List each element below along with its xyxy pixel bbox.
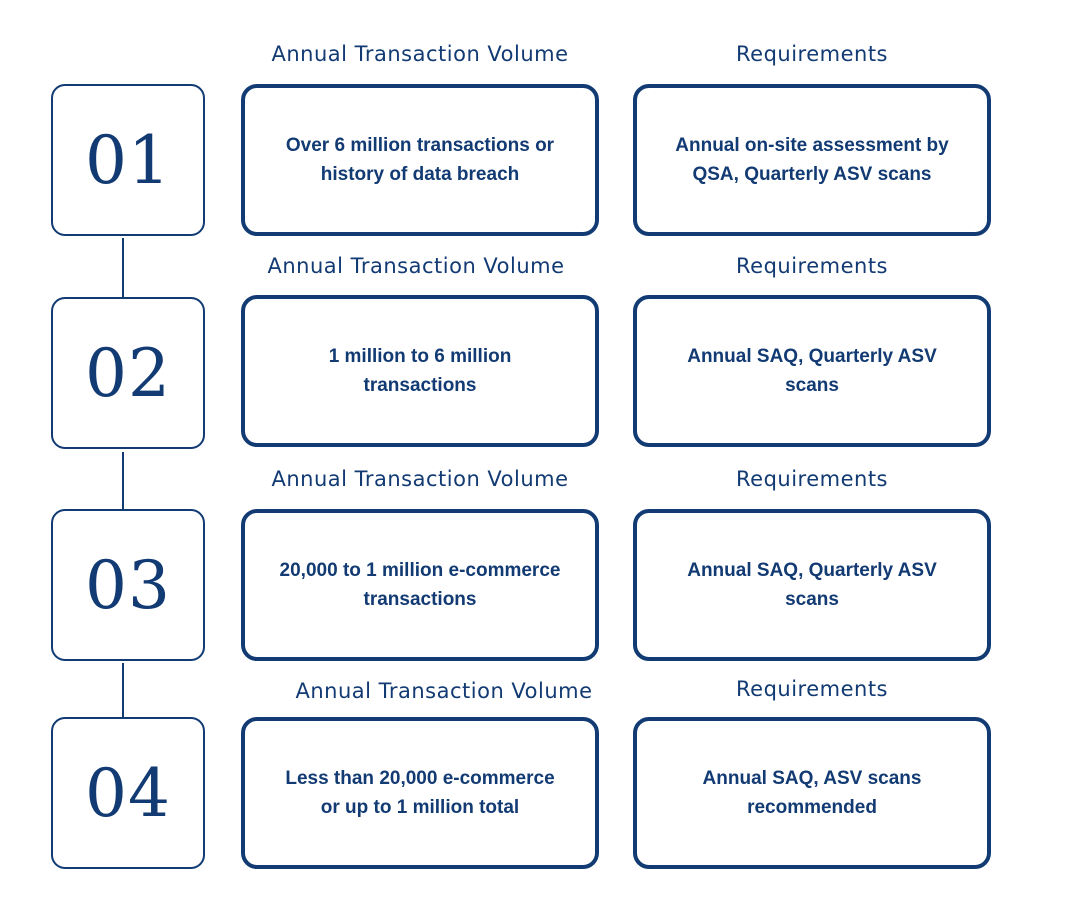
requirements-card: Annual SAQ, Quarterly ASV scans [633,295,991,447]
requirements-header: Requirements [736,42,888,66]
level-number-box: 02 [51,297,205,449]
requirements-card: Annual SAQ, ASV scans recommended [633,717,991,869]
volume-header: Annual Transaction Volume [295,679,593,703]
volume-header: Annual Transaction Volume [267,254,565,278]
volume-card: Over 6 million transactions or history o… [241,84,599,236]
volume-text: Over 6 million transactions or history o… [285,135,555,185]
requirements-header: Requirements [736,467,888,491]
requirements-card: Annual on-site assessment by QSA, Quarte… [633,84,991,236]
volume-text: Less than 20,000 e-commerce or up to 1 m… [285,768,555,818]
requirements-card: Annual SAQ, Quarterly ASV scans [633,509,991,661]
level-number: 02 [85,334,171,412]
volume-card: 1 million to 6 million transactions [241,295,599,447]
level-number-box: 04 [51,717,205,869]
volume-header: Annual Transaction Volume [271,467,569,491]
volume-card: Less than 20,000 e-commerce or up to 1 m… [241,717,599,869]
requirements-text: Annual SAQ, Quarterly ASV scans [687,346,937,396]
level-number: 03 [85,546,171,624]
volume-card: 20,000 to 1 million e-commerce transacti… [241,509,599,661]
requirements-text: Annual on-site assessment by QSA, Quarte… [675,135,949,185]
level-number: 04 [85,754,171,832]
level-number: 01 [85,121,171,199]
level-number-box: 03 [51,509,205,661]
requirements-text: Annual SAQ, Quarterly ASV scans [687,560,937,610]
connector-line [122,663,124,717]
connector-line [122,452,124,510]
volume-text: 20,000 to 1 million e-commerce transacti… [279,560,561,610]
requirements-header: Requirements [736,254,888,278]
requirements-header: Requirements [736,677,888,701]
requirements-text: Annual SAQ, ASV scans recommended [702,768,922,818]
volume-header: Annual Transaction Volume [271,42,569,66]
volume-text: 1 million to 6 million transactions [328,346,512,396]
connector-line [122,238,124,298]
level-number-box: 01 [51,84,205,236]
